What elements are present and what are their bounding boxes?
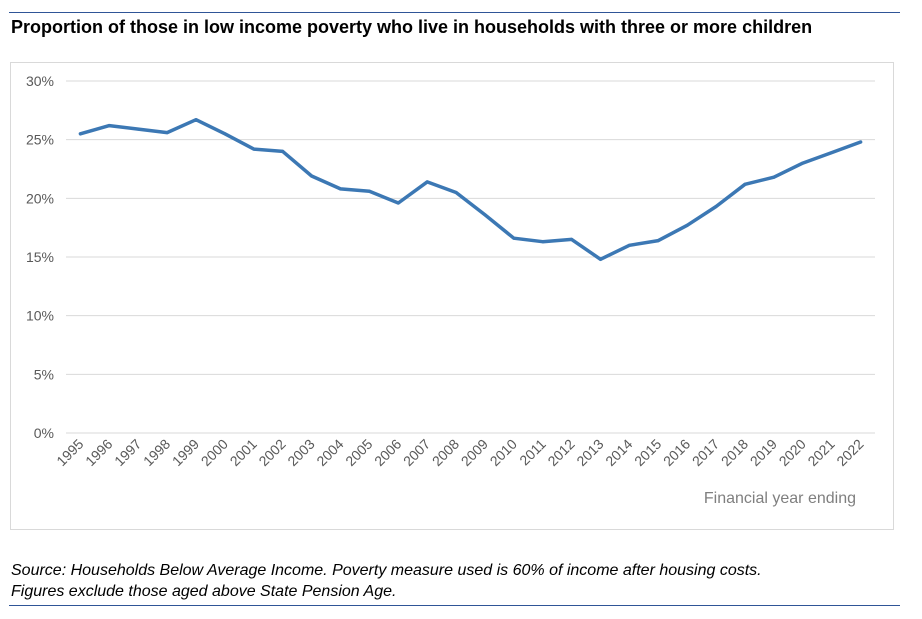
y-tick-label: 25% [26, 132, 54, 148]
data-point-2017 [714, 205, 718, 209]
data-point-2003 [310, 174, 314, 178]
x-tick-label: 2020 [776, 436, 809, 469]
x-tick-label: 2010 [487, 436, 520, 469]
data-point-2001 [252, 147, 256, 151]
x-tick-label: 1996 [82, 436, 115, 469]
data-point-2009 [483, 213, 487, 217]
data-point-2011 [541, 240, 545, 244]
series-line [78, 117, 863, 262]
x-tick-label: 2015 [631, 436, 664, 469]
line-chart: 0%5%10%15%20%25%30%199519961997199819992… [26, 73, 875, 507]
x-axis-title: Financial year ending [704, 490, 856, 507]
x-tick-label: 2007 [400, 436, 433, 469]
x-tick-label: 2018 [718, 436, 751, 469]
data-point-2012 [570, 237, 574, 241]
x-tick-label: 2021 [804, 436, 837, 469]
y-tick-label: 15% [26, 249, 54, 265]
data-point-2000 [223, 132, 227, 136]
x-tick-label: 2011 [516, 436, 549, 469]
y-tick-label: 0% [34, 425, 54, 441]
data-point-1995 [78, 132, 82, 136]
x-tick-label: 2003 [284, 436, 317, 469]
x-tick-label: 2009 [458, 436, 491, 469]
x-tick-label: 2004 [313, 436, 346, 469]
x-tick-label: 1998 [140, 436, 173, 469]
data-point-1998 [165, 131, 169, 135]
y-tick-label: 20% [26, 190, 54, 206]
data-point-2010 [512, 236, 516, 240]
top-rule [9, 12, 900, 13]
data-point-2016 [685, 223, 689, 227]
chart-title: Proportion of those in low income povert… [11, 17, 813, 37]
data-point-2013 [599, 257, 603, 261]
source-note: Source: Households Below Average Income.… [11, 560, 911, 602]
x-tick-label: 2005 [342, 436, 375, 469]
y-tick-label: 5% [34, 366, 54, 382]
data-point-1996 [107, 124, 111, 128]
x-tick-label: 1995 [53, 436, 86, 469]
data-point-2004 [338, 187, 342, 191]
chart-frame: 0% 5% 10% 15% 20% 25% 30% 1995 1996 1997 1998 1999 2… [10, 62, 894, 530]
source-line-1: Source: Households Below Average Income.… [11, 562, 762, 579]
source-line-2: Figures exclude those aged above State P… [11, 583, 397, 600]
x-tick-label: 2008 [429, 436, 462, 469]
data-point-2005 [367, 189, 371, 193]
data-point-2007 [425, 180, 429, 184]
data-point-2021 [830, 151, 834, 155]
x-tick-label: 2022 [833, 436, 866, 469]
data-point-2006 [396, 201, 400, 205]
x-tick-label: 2019 [747, 436, 780, 469]
x-tick-label: 2014 [602, 436, 635, 469]
x-tick-label: 2016 [660, 436, 693, 469]
x-tick-label: 2006 [371, 436, 404, 469]
x-tick-label: 2012 [544, 436, 577, 469]
x-tick-label: 2013 [573, 436, 606, 469]
data-point-2020 [801, 161, 805, 165]
x-tick-label: 2001 [227, 436, 260, 469]
data-point-1997 [136, 127, 140, 131]
data-point-2008 [454, 190, 458, 194]
data-point-2002 [281, 149, 285, 153]
x-tick-label: 2000 [198, 436, 231, 469]
x-tick-label: 2002 [255, 436, 288, 469]
y-tick-label: 10% [26, 308, 54, 324]
data-point-2014 [627, 243, 631, 247]
x-tick-label: 1999 [169, 436, 202, 469]
x-tick-label: 2017 [689, 436, 722, 469]
data-point-1999 [194, 118, 198, 122]
y-tick-label: 30% [26, 73, 54, 89]
data-point-2022 [859, 140, 863, 144]
data-point-2018 [743, 182, 747, 186]
bottom-rule [9, 605, 900, 606]
data-point-2015 [656, 239, 660, 243]
x-tick-label: 1997 [111, 436, 144, 469]
data-point-2019 [772, 175, 776, 179]
